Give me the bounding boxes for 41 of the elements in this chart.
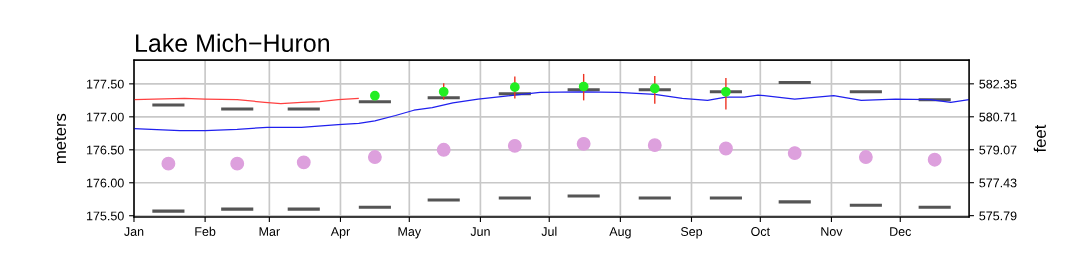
point: [787, 146, 802, 161]
point: [649, 83, 660, 94]
x-tick-label: Oct: [751, 227, 770, 236]
y2-tick-label: 582.35: [979, 79, 1017, 89]
y2-axis-title: feet: [1033, 124, 1046, 153]
x-tick-label: Jan: [124, 227, 144, 236]
point: [296, 155, 311, 170]
point: [647, 138, 662, 153]
x-tick-label: Sep: [680, 227, 703, 239]
y-axis-title: meters: [55, 113, 67, 163]
y-tick-label: 176.00: [86, 178, 124, 188]
x-tick-label: Nov: [821, 227, 843, 236]
point: [507, 138, 522, 153]
point: [858, 150, 873, 164]
point: [578, 81, 589, 92]
point: [509, 82, 520, 93]
y-tick-label: 177.00: [86, 112, 124, 122]
y-tick-label: 176.50: [86, 145, 124, 155]
x-tick-label: Feb: [195, 226, 216, 236]
x-tick-label: Apr: [330, 227, 350, 239]
point: [721, 86, 731, 97]
y2-tick-label: 577.43: [979, 178, 1017, 188]
y-tick-label: 177.50: [86, 79, 124, 89]
y2-tick-label: 575.79: [979, 211, 1017, 221]
point: [718, 141, 733, 156]
point: [438, 86, 449, 97]
x-tick-label: Jun: [470, 227, 490, 236]
point: [370, 90, 380, 101]
point: [927, 152, 942, 167]
y-tick-label: 175.50: [86, 211, 124, 221]
y2-tick-label: 580.71: [979, 112, 1017, 122]
point: [367, 150, 382, 164]
point: [436, 142, 451, 157]
x-tick-label: Jul: [541, 226, 557, 236]
x-tick-label: May: [398, 227, 422, 239]
x-tick-label: Aug: [609, 227, 631, 239]
y2-tick-label: 579.07: [979, 145, 1017, 155]
x-tick-label: Mar: [259, 227, 280, 236]
x-tick-label: Dec: [890, 227, 912, 236]
point: [576, 136, 591, 151]
chart-title: Lake Mich−Huron: [136, 33, 329, 53]
